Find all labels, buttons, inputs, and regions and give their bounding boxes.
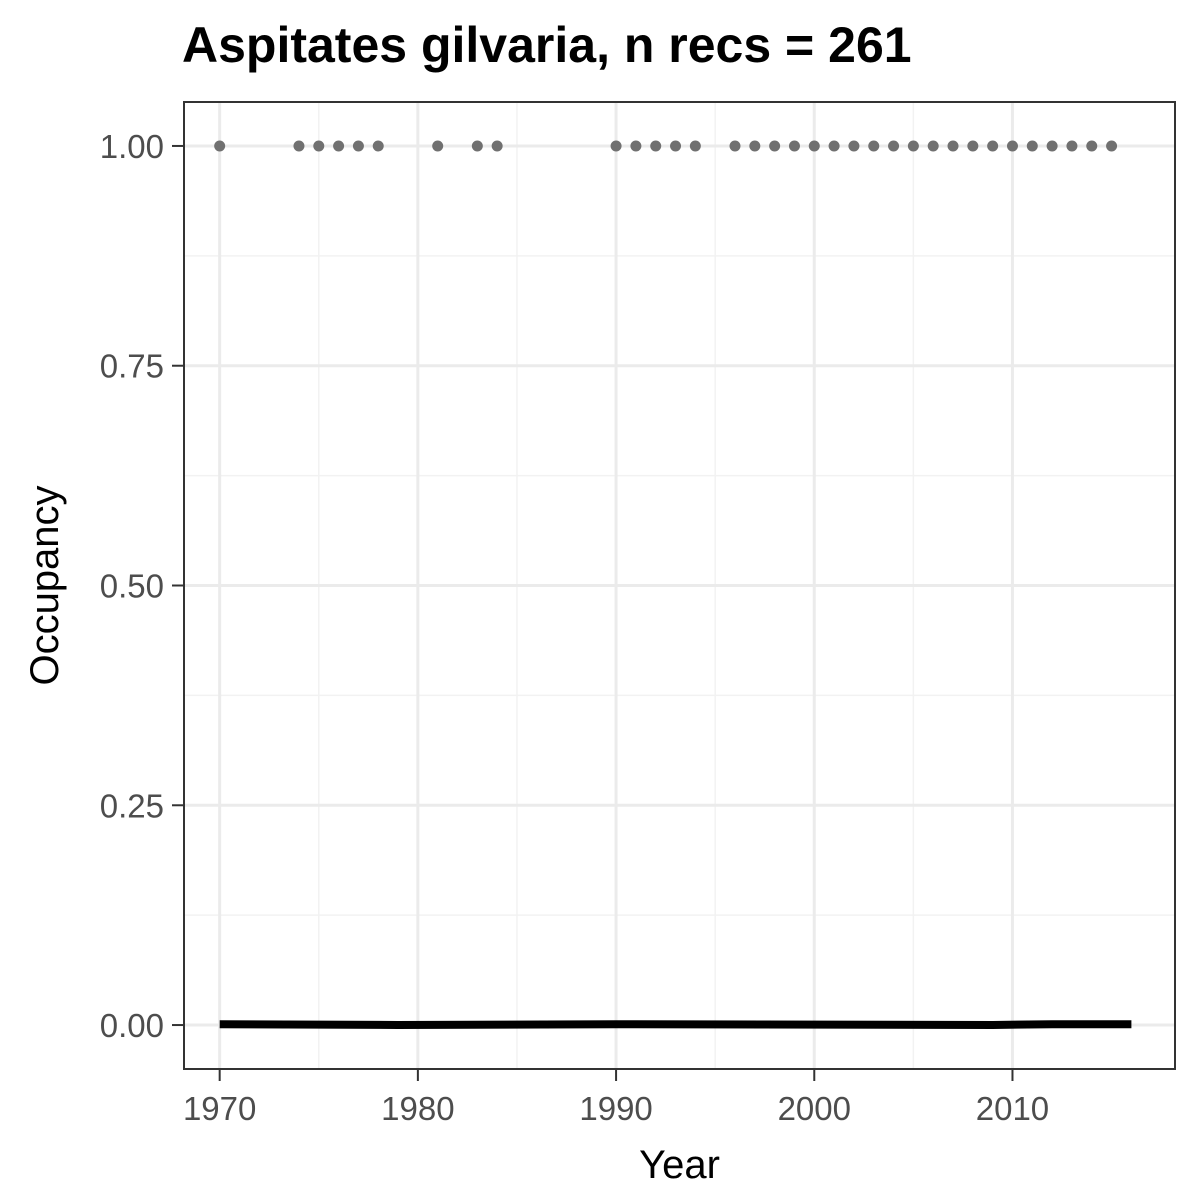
data-point (333, 140, 345, 152)
data-point (471, 140, 483, 152)
data-point (352, 140, 364, 152)
data-point (967, 140, 979, 152)
data-point (788, 140, 800, 152)
data-point (293, 140, 305, 152)
occupancy-points (214, 140, 1118, 152)
data-point (808, 140, 820, 152)
x-axis-ticks: 1970 1980 1990 2000 2010 (183, 1069, 1049, 1127)
data-point (749, 140, 761, 152)
data-point (987, 140, 999, 152)
x-axis-title: Year (639, 1143, 720, 1187)
y-tick-label: 0.00 (100, 1007, 164, 1044)
data-point (630, 140, 642, 152)
data-point (927, 140, 939, 152)
data-point (1086, 140, 1098, 152)
x-tick-label: 2010 (976, 1090, 1049, 1127)
data-point (907, 140, 919, 152)
data-point (1046, 140, 1058, 152)
data-point (1026, 140, 1038, 152)
y-tick-label: 0.50 (100, 568, 164, 605)
data-point (650, 140, 662, 152)
major-gridlines (184, 102, 1175, 1069)
data-point (868, 140, 880, 152)
data-point (689, 140, 701, 152)
data-point (769, 140, 781, 152)
y-tick-label: 0.75 (100, 348, 164, 385)
y-tick-label: 0.25 (100, 787, 164, 824)
x-tick-label: 1980 (381, 1090, 454, 1127)
data-point (214, 140, 226, 152)
data-point (491, 140, 503, 152)
x-tick-label: 1970 (183, 1090, 256, 1127)
chart-title: Aspitates gilvaria, n recs = 261 (182, 17, 912, 73)
data-point (1106, 140, 1118, 152)
data-point (372, 140, 384, 152)
data-point (610, 140, 622, 152)
data-point (729, 140, 741, 152)
data-point (848, 140, 860, 152)
y-axis-ticks: 0.00 0.25 0.50 0.75 1.00 (100, 128, 184, 1044)
data-point (432, 140, 444, 152)
trend-line (219, 1020, 1132, 1030)
data-point (828, 140, 840, 152)
data-point (1006, 140, 1018, 152)
data-point (888, 140, 900, 152)
y-axis-title: Occupancy (23, 485, 67, 685)
data-point (313, 140, 325, 152)
data-point (947, 140, 959, 152)
y-tick-label: 1.00 (100, 128, 164, 165)
x-tick-label: 1990 (579, 1090, 652, 1127)
data-point (670, 140, 682, 152)
occupancy-trend-line (219, 1020, 1132, 1030)
x-tick-label: 2000 (778, 1090, 851, 1127)
data-point (1066, 140, 1078, 152)
